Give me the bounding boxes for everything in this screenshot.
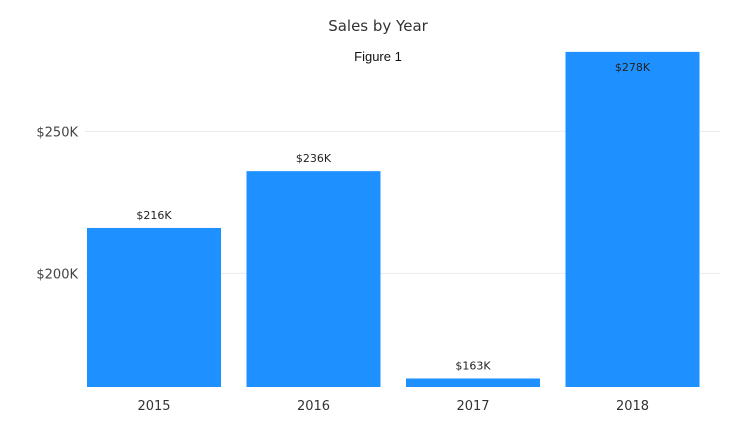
y-axis-ticks: $200K $250K: [36, 125, 78, 282]
chart-subtitle: Figure 1: [354, 49, 402, 64]
bar-2016: [246, 171, 381, 387]
x-axis-ticks: 2015 2016 2017 2018: [137, 399, 649, 414]
bars: [87, 51, 700, 387]
data-label-2015: $216K: [136, 209, 172, 222]
bar-2017: [406, 378, 540, 387]
x-tick-label-2018: 2018: [616, 399, 649, 414]
data-label-2018: $278K: [615, 61, 651, 74]
y-tick-label: $250K: [36, 125, 78, 140]
data-label-2016: $236K: [296, 152, 332, 165]
x-tick-label-2017: 2017: [456, 399, 489, 414]
bar-2018: [565, 51, 700, 387]
data-labels: $216K $236K $163K $278K: [136, 61, 650, 373]
data-label-2017: $163K: [455, 359, 491, 372]
chart-title: Sales by Year: [328, 17, 428, 35]
y-tick-label: $200K: [36, 267, 78, 282]
x-tick-label-2016: 2016: [297, 399, 330, 414]
x-tick-label-2015: 2015: [137, 399, 170, 414]
bar-2015: [87, 227, 221, 387]
